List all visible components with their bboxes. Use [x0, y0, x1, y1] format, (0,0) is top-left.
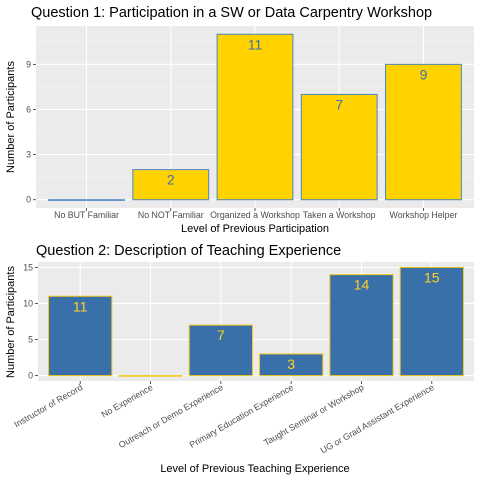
chart-1-y-tick-label: 9: [26, 59, 31, 69]
chart-2-bar: [118, 375, 183, 377]
chart-2-x-axis-title: Level of Previous Teaching Experience: [160, 463, 349, 475]
chart-2-bar: [329, 274, 394, 377]
chart-1-bar: [132, 169, 210, 201]
chart-2: Question 2: Description of Teaching Expe…: [5, 243, 474, 475]
chart-1-x-tick-label: No BUT Familiar: [54, 210, 119, 220]
chart-1-bars: 2 11 7 9: [48, 33, 462, 201]
chart-1: Question 1: Participation in a SW or Dat…: [5, 5, 474, 235]
chart-1-title: Question 1: Participation in a SW or Dat…: [31, 5, 432, 21]
chart-1-y-axis-title: Number of Participants: [5, 61, 17, 173]
chart-2-data-label: 3: [287, 356, 295, 372]
chart-1-bar: [300, 93, 378, 201]
chart-2-y-tick-labels: 0 5 10 15: [23, 262, 38, 381]
chart-2-title: Question 2: Description of Teaching Expe…: [36, 243, 341, 259]
chart-1-data-label: 7: [335, 96, 343, 112]
chart-1-bar: [48, 199, 125, 201]
chart-2-y-tick-label: 5: [28, 335, 33, 345]
chart-1-data-label: 11: [248, 36, 263, 52]
chart-1-bar: [385, 63, 462, 201]
chart-1-x-tick-label: Taken a Workshop: [303, 210, 376, 220]
chart-1-x-tick-label: Organized a Workshop: [210, 210, 300, 220]
chart-2-x-tick-label: No Experience: [100, 382, 155, 420]
chart-2-x-tick-label: UG or Grad Assistant Experience: [319, 382, 436, 455]
chart-2-bar: [48, 295, 113, 377]
chart-2-data-label: 14: [354, 277, 370, 293]
chart-1-data-label: 9: [420, 66, 428, 82]
chart-1-y-tick-label: 0: [26, 195, 31, 205]
chart-2-bar: [188, 324, 253, 377]
chart-1-x-tick-label: No NOT Familiar: [138, 210, 204, 220]
chart-2-y-tick-label: 15: [23, 262, 33, 272]
chart-2-y-tick-label: 10: [23, 298, 33, 308]
chart-1-y-tick-labels: 0 3 6 9: [26, 59, 36, 205]
chart-2-x-tick-labels: Instructor of Record No ExperienceOutreac…: [12, 381, 436, 456]
chart-2-data-label: 7: [217, 327, 225, 343]
chart-1-x-axis-title: Level of Previous Participation: [181, 223, 329, 235]
chart-1-x-tick-label: Workshop Helper: [390, 210, 458, 220]
chart-2-data-label: 15: [424, 269, 440, 285]
chart-2-bars: 11 7 3 14 15: [48, 266, 464, 377]
chart-1-y-tick-label: 6: [26, 104, 31, 114]
chart-2-y-axis-title: Number of Participants: [5, 266, 17, 378]
chart-2-bar: [399, 266, 464, 377]
chart-2-y-tick-label: 0: [28, 371, 33, 381]
chart-1-bar: [216, 33, 294, 201]
chart-2-bar: [259, 353, 324, 377]
chart-1-data-label: 2: [167, 172, 175, 188]
chart-1-y-tick-label: 3: [26, 150, 31, 160]
chart-1-x-tick-labels: No BUT Familiar No NOT Familiar Organized …: [54, 208, 457, 220]
chart-2-x-tick-label: Instructor of Record: [12, 382, 84, 429]
chart-2-data-label: 11: [73, 298, 88, 314]
